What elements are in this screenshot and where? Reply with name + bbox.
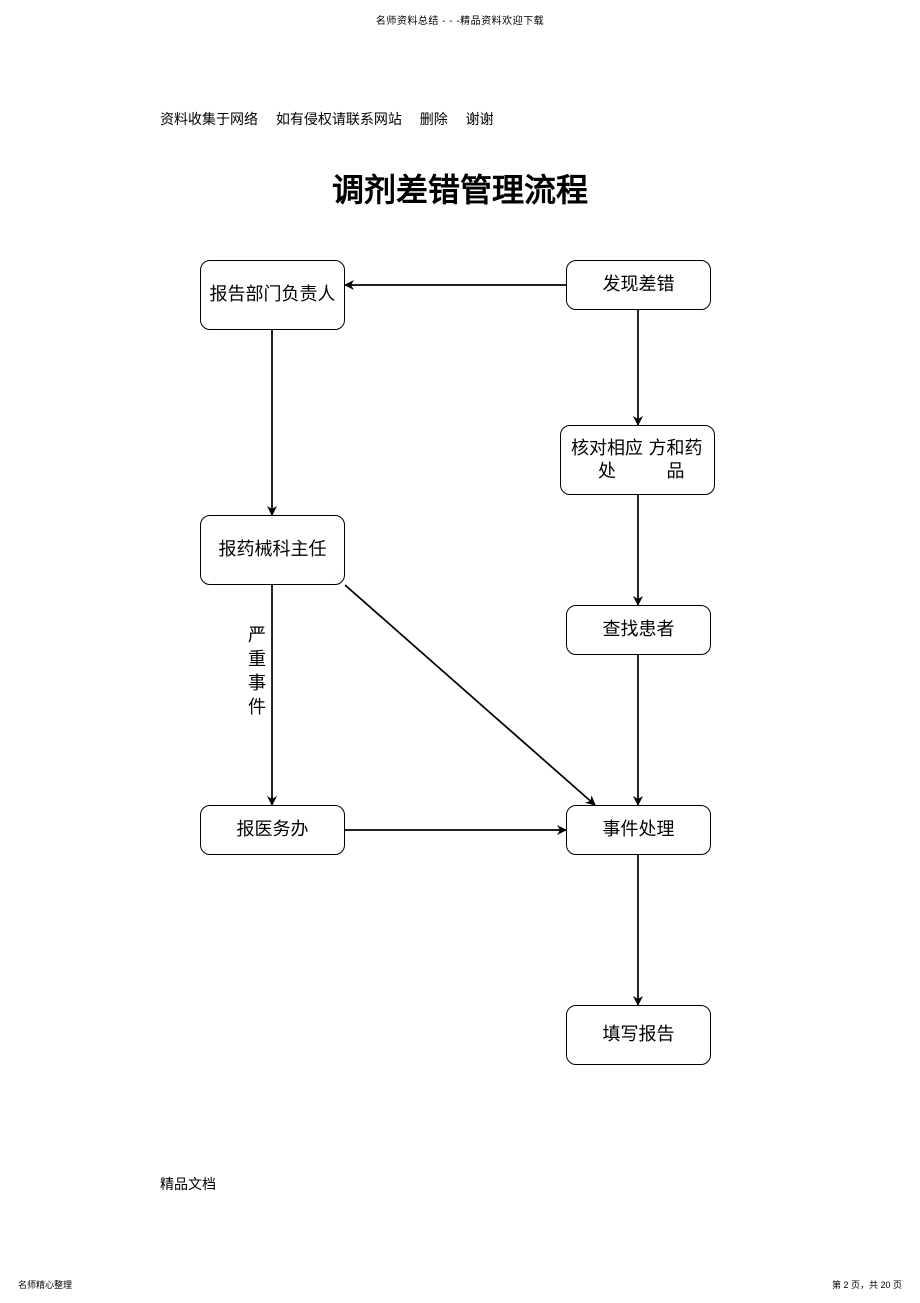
flowchart-title: 调剂差错管理流程	[0, 165, 920, 211]
node-report_dir: 报药械科主任	[200, 515, 345, 585]
node-handle: 事件处理	[566, 805, 711, 855]
node-report_office: 报医务办	[200, 805, 345, 855]
copyright-part2: 如有侵权请联系网站	[276, 111, 402, 127]
copyright-note: 资料收集于网络 如有侵权请联系网站 删除 谢谢	[160, 109, 508, 129]
footer-right: 第 2 页，共 20 页	[832, 1278, 902, 1291]
node-report_dept: 报告部门负责人	[200, 260, 345, 330]
node-verify: 核对相应处方和药品	[560, 425, 715, 495]
bottom-note: 精品文档	[160, 1174, 216, 1194]
footer-left: 名师精心整理	[18, 1278, 72, 1291]
node-fill_report: 填写报告	[566, 1005, 711, 1065]
node-discover: 发现差错	[566, 260, 711, 310]
copyright-part1: 资料收集于网络	[160, 111, 258, 127]
copyright-part4: 谢谢	[466, 111, 494, 127]
edge-label-severe: 严重事件	[243, 625, 269, 721]
page-header: 名师资料总结 - - -精品资料欢迎下载	[0, 12, 920, 27]
edge-report_dir-handle	[345, 585, 595, 805]
copyright-part3: 删除	[420, 111, 448, 127]
node-find_patient: 查找患者	[566, 605, 711, 655]
